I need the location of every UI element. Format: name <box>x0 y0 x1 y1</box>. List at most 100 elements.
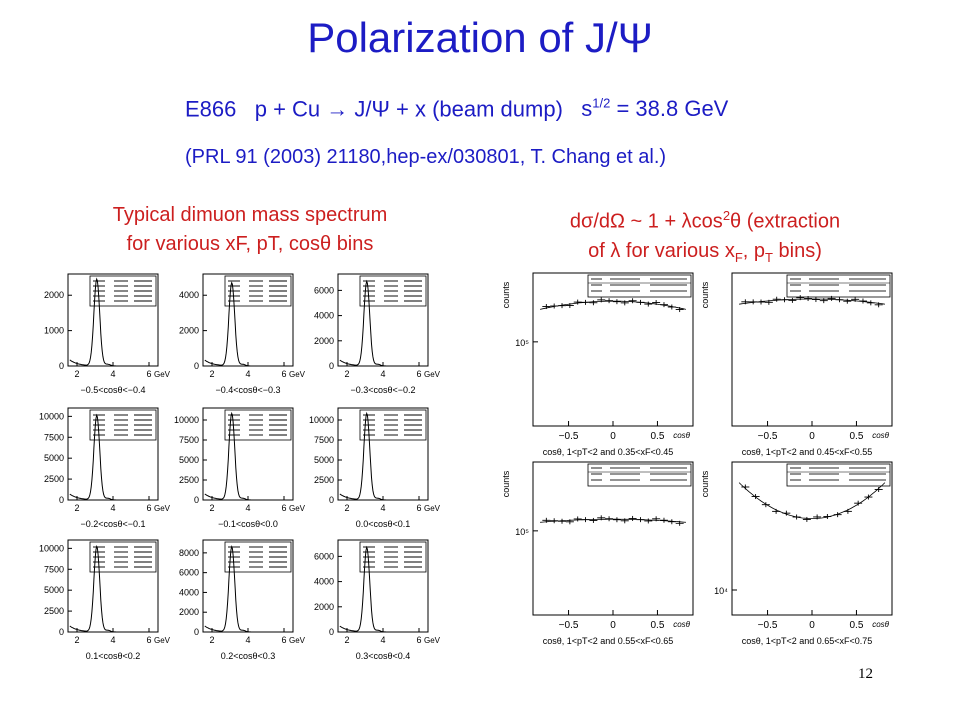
y-tick-label: 6000 <box>314 285 334 295</box>
y-tick-label: 10000 <box>39 411 64 421</box>
y-tick-label: 2500 <box>314 475 334 485</box>
page-title: Polarization of J/Ψ <box>307 14 653 61</box>
x-tick-label: 2 <box>344 369 349 379</box>
right-caption: dσ/dΩ ~ 1 + λcos2θ (extraction of λ for … <box>569 208 841 265</box>
cos-plot-cut-label: cosθ, 1<pT<2 and 0.55<xF<0.65 <box>543 636 674 646</box>
y-tick-label: 8000 <box>179 548 199 558</box>
mass-plot-cut-label: −0.5<cosθ<−0.4 <box>80 385 145 395</box>
y-tick-label: 7500 <box>44 432 64 442</box>
x-tick-label: 0.5 <box>849 431 863 442</box>
x-unit-label: GeV <box>289 636 306 645</box>
mass-spectrum-curve <box>69 413 153 501</box>
mass-plot-cut-label: 0.3<cosθ<0.4 <box>356 651 411 661</box>
y-tick-label: 4000 <box>314 577 334 587</box>
x-unit-label: GeV <box>154 636 171 645</box>
x-axis-title: cosθ <box>872 620 889 629</box>
x-tick-label: 0 <box>610 620 616 631</box>
y-tick-label: 5000 <box>44 585 64 595</box>
x-tick-label: 2 <box>344 503 349 513</box>
cos-plot-cut-label: cosθ, 1<pT<2 and 0.65<xF<0.75 <box>742 636 873 646</box>
y-tick-label: 7500 <box>179 435 199 445</box>
x-axis-title: cosθ <box>872 431 889 440</box>
x-tick-label: 6 <box>281 369 286 379</box>
x-tick-label: 2 <box>74 635 79 645</box>
stats-box <box>587 274 692 298</box>
x-tick-label: 2 <box>74 503 79 513</box>
y-tick-label: 4000 <box>179 290 199 300</box>
y-tick-label: 2500 <box>44 474 64 484</box>
y-tick-label: 4000 <box>314 311 334 321</box>
mass-spectrum-curve <box>204 281 288 367</box>
energy: s1/2 = 38.8 GeV <box>581 96 729 122</box>
y-tick-label: 0 <box>329 627 334 637</box>
x-tick-label: −0.5 <box>758 431 778 442</box>
y-tick-label: 10⁵ <box>515 338 529 348</box>
x-tick-label: 2 <box>209 369 214 379</box>
y-tick-label: 7500 <box>314 435 334 445</box>
mass-spectrum-curve <box>339 545 423 633</box>
mass-spectrum-curve <box>339 411 423 501</box>
x-tick-label: −0.5 <box>559 620 579 631</box>
y-tick-label: 0 <box>59 627 64 637</box>
y-axis-title: counts <box>700 470 710 497</box>
x-unit-label: GeV <box>154 370 171 379</box>
experiment-label: E866 <box>185 96 237 122</box>
y-tick-label: 10⁵ <box>515 527 529 537</box>
y-tick-label: 0 <box>194 495 199 505</box>
x-unit-label: GeV <box>289 370 306 379</box>
y-tick-label: 0 <box>59 361 64 371</box>
x-tick-label: 0.5 <box>650 431 664 442</box>
x-tick-label: 2 <box>344 635 349 645</box>
x-unit-label: GeV <box>289 504 306 513</box>
y-tick-label: 2000 <box>179 607 199 617</box>
y-tick-label: 0 <box>194 361 199 371</box>
x-tick-label: 6 <box>281 503 286 513</box>
x-tick-label: 2 <box>209 503 214 513</box>
x-tick-label: 6 <box>146 503 151 513</box>
x-tick-label: 6 <box>146 369 151 379</box>
x-unit-label: GeV <box>424 636 441 645</box>
y-axis-title: counts <box>700 281 710 308</box>
y-tick-label: 5000 <box>44 453 64 463</box>
x-tick-label: 0 <box>610 431 616 442</box>
mass-spectrum-curve <box>69 277 153 367</box>
cos-plot-cut-label: cosθ, 1<pT<2 and 0.45<xF<0.55 <box>742 447 873 457</box>
mass-plot-cut-label: 0.0<cosθ<0.1 <box>356 519 411 529</box>
x-tick-label: 0 <box>809 431 815 442</box>
y-tick-label: 2500 <box>179 475 199 485</box>
x-tick-label: 4 <box>380 503 385 513</box>
x-tick-label: −0.5 <box>559 431 579 442</box>
x-tick-label: 4 <box>245 369 250 379</box>
mass-spectrum-curve <box>339 279 423 367</box>
stats-box <box>786 463 891 487</box>
x-tick-label: 4 <box>110 635 115 645</box>
y-tick-label: 0 <box>59 495 64 505</box>
fit-curve <box>540 300 686 310</box>
x-tick-label: 6 <box>146 635 151 645</box>
x-axis-title: cosθ <box>673 431 690 440</box>
x-tick-label: 0.5 <box>849 620 863 631</box>
mass-spectrum-curve <box>204 545 288 633</box>
mass-plot-cut-label: −0.2<cosθ<−0.1 <box>80 519 145 529</box>
x-axis-title: cosθ <box>673 620 690 629</box>
x-tick-label: 6 <box>416 369 421 379</box>
x-tick-label: 4 <box>245 503 250 513</box>
y-tick-label: 10⁴ <box>714 586 728 596</box>
y-tick-label: 10000 <box>309 415 334 425</box>
x-tick-label: 2 <box>74 369 79 379</box>
stats-box <box>786 274 891 298</box>
fit-curve <box>738 482 886 519</box>
y-tick-label: 2000 <box>314 336 334 346</box>
y-tick-label: 0 <box>329 495 334 505</box>
x-tick-label: 0.5 <box>650 620 664 631</box>
x-unit-label: GeV <box>424 504 441 513</box>
page-number: 12 <box>858 666 873 682</box>
left-caption: Typical dimuon mass spectrum for various… <box>112 204 388 255</box>
y-axis-title: counts <box>501 281 511 308</box>
mass-plot-cut-label: −0.1<cosθ<0.0 <box>218 519 278 529</box>
x-unit-label: GeV <box>424 370 441 379</box>
y-tick-label: 0 <box>329 361 334 371</box>
y-axis-title: counts <box>501 470 511 497</box>
y-tick-label: 2000 <box>314 602 334 612</box>
